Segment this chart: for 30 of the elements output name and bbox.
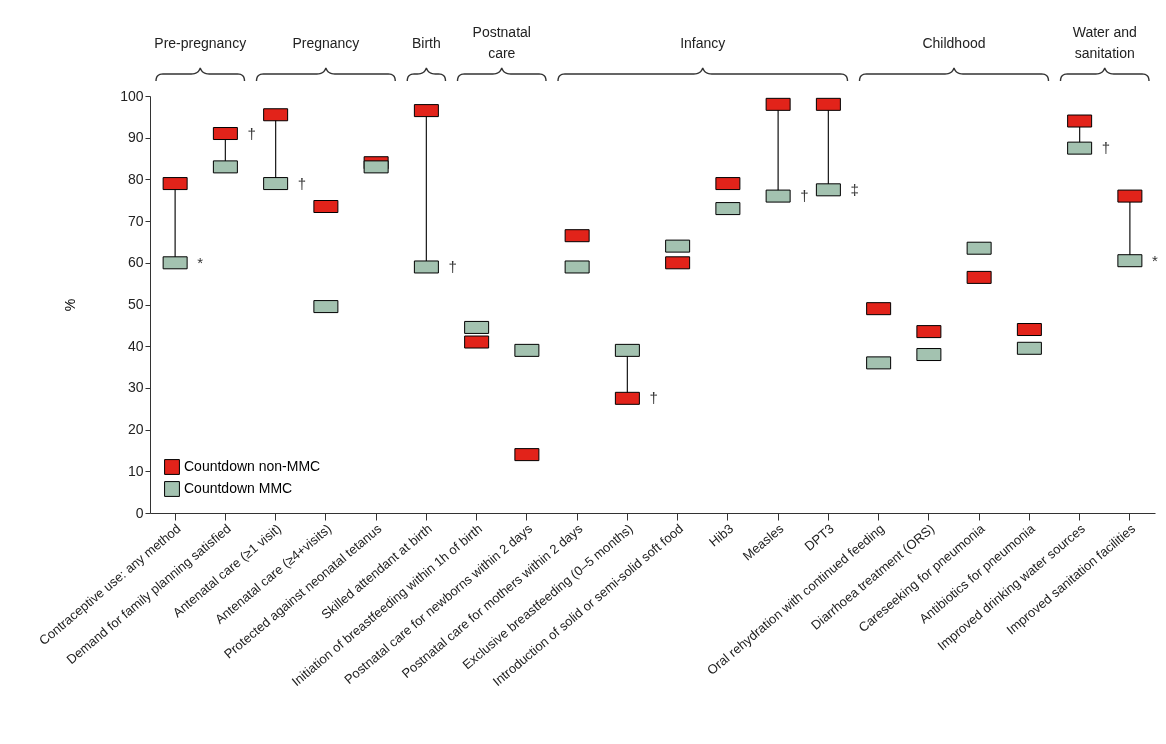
annotation: † [448, 257, 457, 275]
text: Postnatal care [472, 24, 531, 61]
legend-label: Countdown non-MMC [184, 458, 321, 474]
annotation: † [649, 389, 658, 407]
annotation: † [1101, 139, 1110, 157]
annotation: † [247, 124, 256, 142]
annotation: ‡ [850, 180, 859, 198]
y-tick-label: 20 [127, 421, 144, 438]
legend-label: Countdown MMC [184, 480, 293, 496]
y-tick-label: 90 [127, 129, 144, 146]
text: Pre-pregnancy [154, 35, 247, 51]
text: Childhood [922, 35, 986, 51]
annotation: † [800, 187, 809, 205]
y-tick-label: 70 [127, 212, 144, 229]
text: Water and sanitation [1072, 24, 1137, 61]
y-tick-label: 100 [120, 87, 144, 104]
text: Pregnancy [292, 35, 360, 51]
annotation: † [297, 174, 306, 192]
y-tick-label: 30 [127, 379, 144, 396]
annotation: * [1151, 251, 1158, 269]
y-tick-label: 80 [127, 170, 144, 187]
y-tick-label: 0 [135, 504, 144, 521]
y-tick-label: 60 [127, 254, 144, 271]
text: Birth [411, 35, 441, 51]
y-axis-title: % [62, 298, 79, 312]
y-tick-label: 10 [127, 462, 144, 479]
y-tick-label: 50 [127, 296, 144, 312]
y-tick-label: 40 [127, 337, 144, 354]
text: Infancy [680, 35, 726, 51]
annotation: * [197, 253, 204, 271]
